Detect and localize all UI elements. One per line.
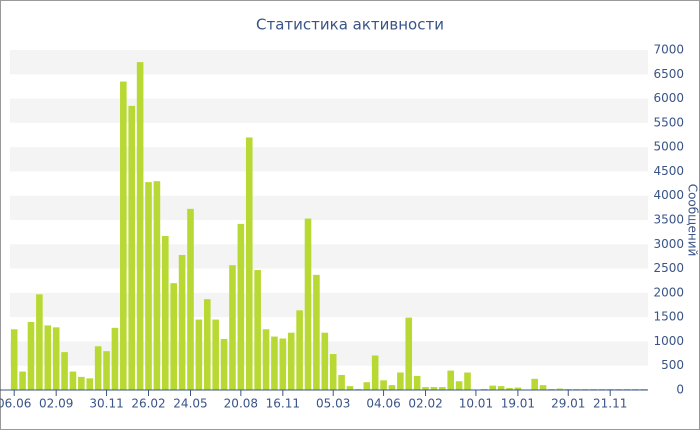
bar — [262, 329, 270, 390]
bar — [229, 265, 236, 390]
bar — [245, 137, 253, 390]
grid-band — [10, 195, 648, 220]
y-tick-label: 3000 — [653, 237, 684, 251]
bar — [531, 378, 538, 390]
bar — [86, 378, 94, 390]
bar — [120, 81, 127, 391]
bar — [497, 386, 505, 390]
bar — [111, 327, 119, 390]
y-tick-label: 6500 — [653, 67, 684, 81]
bar — [10, 329, 18, 390]
bar — [271, 336, 278, 390]
bar — [220, 339, 228, 390]
bar — [397, 372, 404, 390]
bar — [254, 270, 261, 390]
x-tick-label: 20.08 — [224, 397, 258, 411]
bar — [363, 382, 371, 390]
x-tick-label: 06.06 — [0, 397, 31, 411]
bar — [145, 182, 152, 390]
y-tick-label: 2500 — [653, 261, 684, 275]
bar — [237, 223, 245, 390]
bar — [69, 371, 77, 390]
x-tick-label: 30.11 — [89, 397, 123, 411]
bar — [455, 381, 463, 390]
bar — [27, 322, 35, 390]
bar — [136, 62, 144, 391]
bar — [187, 208, 194, 390]
x-tick-label: 26.02 — [131, 397, 165, 411]
grid-band — [10, 292, 648, 318]
bar — [78, 376, 85, 390]
bar — [430, 387, 438, 390]
x-tick-label: 10.01 — [459, 397, 493, 411]
bar — [439, 387, 446, 390]
bar — [36, 294, 43, 390]
x-tick-label: 04.06 — [366, 397, 400, 411]
y-tick-label: 4000 — [653, 188, 684, 202]
bar — [489, 385, 496, 390]
y-tick-label: 3500 — [653, 213, 684, 227]
bar — [464, 372, 471, 390]
bar — [203, 299, 211, 390]
bar — [178, 254, 186, 390]
bar — [539, 385, 547, 390]
bar — [103, 351, 110, 390]
x-tick-label: 02.09 — [39, 397, 73, 411]
x-tick-label: 05.03 — [316, 397, 350, 411]
bar — [128, 105, 136, 390]
y-tick-label: 5500 — [653, 115, 684, 129]
bar — [413, 375, 421, 390]
bar — [422, 387, 429, 390]
bar — [52, 327, 60, 390]
bar — [162, 236, 169, 390]
x-tick-label: 21.11 — [593, 397, 627, 411]
bar — [338, 374, 345, 390]
grid-band — [10, 98, 648, 123]
y-tick-label: 500 — [661, 358, 684, 372]
y-tick-label: 6000 — [653, 91, 684, 105]
bar — [212, 319, 219, 390]
x-tick-label: 02.02 — [408, 397, 442, 411]
y-axis-label: Сообщений — [686, 184, 700, 257]
y-tick-label: 1000 — [653, 334, 684, 348]
grid-band — [10, 244, 648, 269]
bar — [313, 274, 320, 390]
bar — [170, 283, 177, 390]
y-tick-label: 4500 — [653, 164, 684, 178]
y-tick-label: 0 — [676, 383, 684, 397]
bar — [304, 218, 312, 390]
y-tick-label: 1500 — [653, 310, 684, 324]
bar — [388, 385, 396, 390]
bar — [405, 317, 413, 390]
bar — [514, 387, 522, 390]
bar — [346, 386, 354, 390]
bar — [371, 355, 379, 390]
y-tick-label: 2000 — [653, 285, 684, 299]
bar — [556, 388, 564, 390]
bar — [61, 352, 68, 390]
grid-band — [10, 50, 648, 75]
bar — [94, 346, 102, 390]
chart-title: Статистика активности — [256, 16, 444, 34]
bar — [329, 354, 337, 390]
bar — [380, 380, 387, 390]
bar — [19, 371, 26, 390]
x-tick-label: 16.11 — [266, 397, 300, 411]
bar — [279, 338, 287, 390]
bar — [44, 325, 52, 390]
bar — [195, 319, 203, 390]
x-tick-label: 29.01 — [551, 397, 585, 411]
grid-band — [10, 147, 648, 172]
y-tick-label: 5000 — [653, 140, 684, 154]
bar — [153, 181, 161, 390]
bar — [321, 332, 329, 390]
x-tick-label: 24.05 — [173, 397, 207, 411]
bar — [447, 370, 455, 390]
y-tick-label: 7000 — [653, 43, 684, 57]
bar — [506, 388, 513, 390]
x-tick-label: 19.01 — [501, 397, 535, 411]
bar — [287, 332, 295, 390]
bar — [296, 310, 303, 390]
